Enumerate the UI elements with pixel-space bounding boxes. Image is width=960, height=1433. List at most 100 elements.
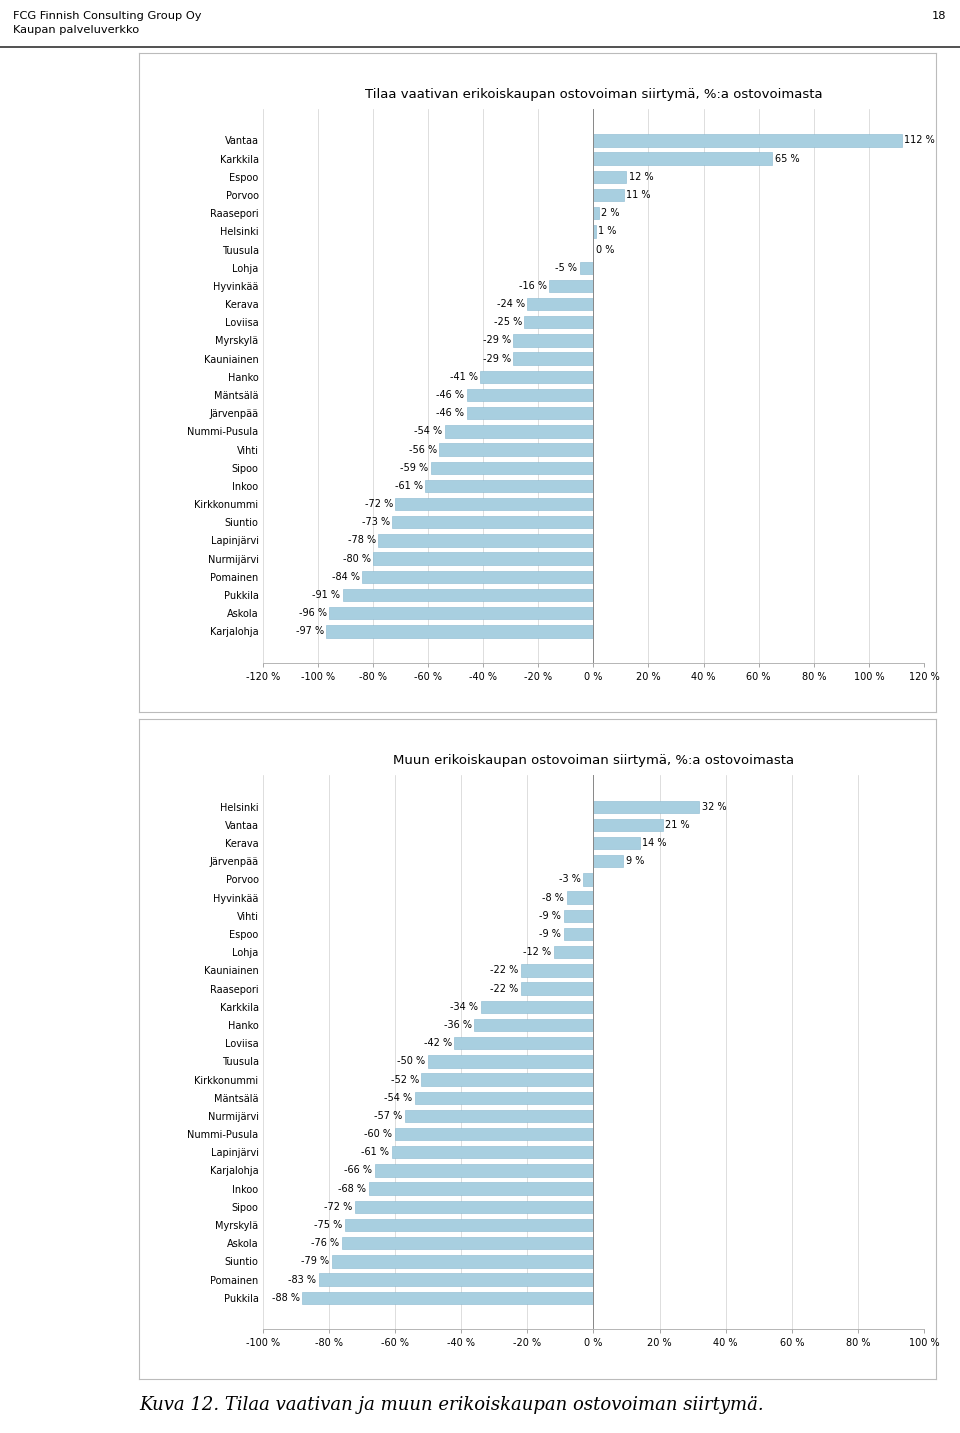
Bar — [319, 1274, 593, 1285]
Text: -83 %: -83 % — [288, 1274, 316, 1284]
Bar — [302, 1291, 593, 1304]
Text: -79 %: -79 % — [301, 1257, 329, 1267]
Text: -9 %: -9 % — [540, 929, 561, 939]
Bar — [580, 261, 593, 274]
Text: 0 %: 0 % — [595, 245, 614, 255]
Bar — [593, 152, 773, 165]
Text: -24 %: -24 % — [497, 299, 525, 310]
Bar — [393, 516, 593, 529]
Bar — [392, 1146, 593, 1158]
Text: -3 %: -3 % — [559, 874, 581, 884]
Text: 65 %: 65 % — [775, 153, 800, 163]
Bar — [593, 135, 902, 146]
Text: -84 %: -84 % — [332, 572, 360, 582]
Text: -25 %: -25 % — [494, 317, 522, 327]
Text: -78 %: -78 % — [348, 536, 376, 546]
Text: -80 %: -80 % — [343, 553, 371, 563]
Text: -54 %: -54 % — [384, 1093, 412, 1103]
Text: -41 %: -41 % — [450, 371, 478, 381]
Bar — [439, 443, 593, 456]
Bar — [520, 964, 593, 977]
Bar — [369, 1182, 593, 1195]
Text: 112 %: 112 % — [904, 135, 935, 145]
Text: -46 %: -46 % — [437, 390, 465, 400]
Text: -9 %: -9 % — [540, 911, 561, 921]
Bar — [567, 891, 593, 904]
Text: -8 %: -8 % — [542, 893, 564, 903]
Bar — [375, 1164, 593, 1176]
Bar — [474, 1019, 593, 1032]
Bar — [332, 1255, 593, 1268]
Text: -12 %: -12 % — [523, 947, 551, 957]
Text: -42 %: -42 % — [423, 1037, 452, 1048]
Title: Muun erikoiskaupan ostovoiman siirtymä, %:a ostovoimasta: Muun erikoiskaupan ostovoiman siirtymä, … — [393, 754, 794, 767]
Bar — [593, 801, 699, 813]
Bar — [593, 171, 627, 183]
Bar — [355, 1201, 593, 1212]
Bar — [467, 388, 593, 401]
Bar — [593, 818, 662, 831]
Text: -76 %: -76 % — [311, 1238, 340, 1248]
Bar — [520, 983, 593, 995]
Bar — [372, 553, 593, 565]
Text: 11 %: 11 % — [626, 191, 650, 201]
Text: -59 %: -59 % — [400, 463, 428, 473]
Text: -36 %: -36 % — [444, 1020, 471, 1030]
Text: -46 %: -46 % — [437, 408, 465, 418]
Bar — [415, 1092, 593, 1103]
Text: -54 %: -54 % — [415, 427, 443, 437]
Text: -68 %: -68 % — [338, 1184, 366, 1194]
Text: -88 %: -88 % — [272, 1293, 300, 1303]
Bar — [554, 946, 593, 959]
Text: -22 %: -22 % — [490, 983, 518, 993]
Bar — [584, 873, 593, 886]
Text: -73 %: -73 % — [362, 517, 390, 527]
Bar — [549, 279, 593, 292]
Bar — [431, 461, 593, 474]
Text: 18: 18 — [932, 11, 947, 21]
Text: FCG Finnish Consulting Group Oy
Kaupan palveluverkko: FCG Finnish Consulting Group Oy Kaupan p… — [13, 11, 202, 34]
Bar — [421, 1073, 593, 1086]
Bar — [326, 625, 593, 638]
Text: 9 %: 9 % — [626, 857, 644, 867]
Text: -72 %: -72 % — [324, 1202, 352, 1212]
Text: Kuva 12. Tilaa vaativan ja muun erikoiskaupan ostovoiman siirtymä.: Kuva 12. Tilaa vaativan ja muun erikoisk… — [139, 1396, 764, 1414]
Text: -50 %: -50 % — [397, 1056, 425, 1066]
Bar — [480, 371, 593, 383]
Bar — [593, 856, 623, 867]
Text: -61 %: -61 % — [396, 481, 423, 492]
Text: -29 %: -29 % — [483, 335, 512, 345]
Title: Tilaa vaativan erikoiskaupan ostovoiman siirtymä, %:a ostovoimasta: Tilaa vaativan erikoiskaupan ostovoiman … — [365, 87, 822, 100]
Text: -61 %: -61 % — [361, 1148, 389, 1158]
Bar — [425, 480, 593, 492]
Text: 21 %: 21 % — [665, 820, 690, 830]
Bar — [524, 317, 593, 328]
Bar — [405, 1109, 593, 1122]
Text: 12 %: 12 % — [629, 172, 653, 182]
Bar — [514, 334, 593, 347]
Text: -5 %: -5 % — [556, 262, 577, 272]
Bar — [564, 910, 593, 921]
Bar — [362, 570, 593, 583]
Text: -96 %: -96 % — [299, 608, 326, 618]
Text: -29 %: -29 % — [483, 354, 512, 364]
Bar — [343, 589, 593, 602]
Text: -91 %: -91 % — [312, 590, 341, 600]
Text: -52 %: -52 % — [391, 1075, 419, 1085]
Bar — [481, 1000, 593, 1013]
Text: -66 %: -66 % — [345, 1165, 372, 1175]
Text: -75 %: -75 % — [315, 1219, 343, 1230]
Bar — [378, 535, 593, 546]
Bar — [527, 298, 593, 311]
Text: 2 %: 2 % — [601, 208, 619, 218]
Text: -16 %: -16 % — [519, 281, 547, 291]
Bar — [444, 426, 593, 437]
Text: 1 %: 1 % — [598, 226, 616, 236]
Bar — [514, 353, 593, 365]
Bar — [593, 837, 639, 850]
Text: -56 %: -56 % — [409, 444, 437, 454]
Text: -72 %: -72 % — [365, 499, 393, 509]
Text: 32 %: 32 % — [702, 801, 727, 811]
Text: 14 %: 14 % — [642, 838, 667, 848]
Bar — [593, 206, 599, 219]
